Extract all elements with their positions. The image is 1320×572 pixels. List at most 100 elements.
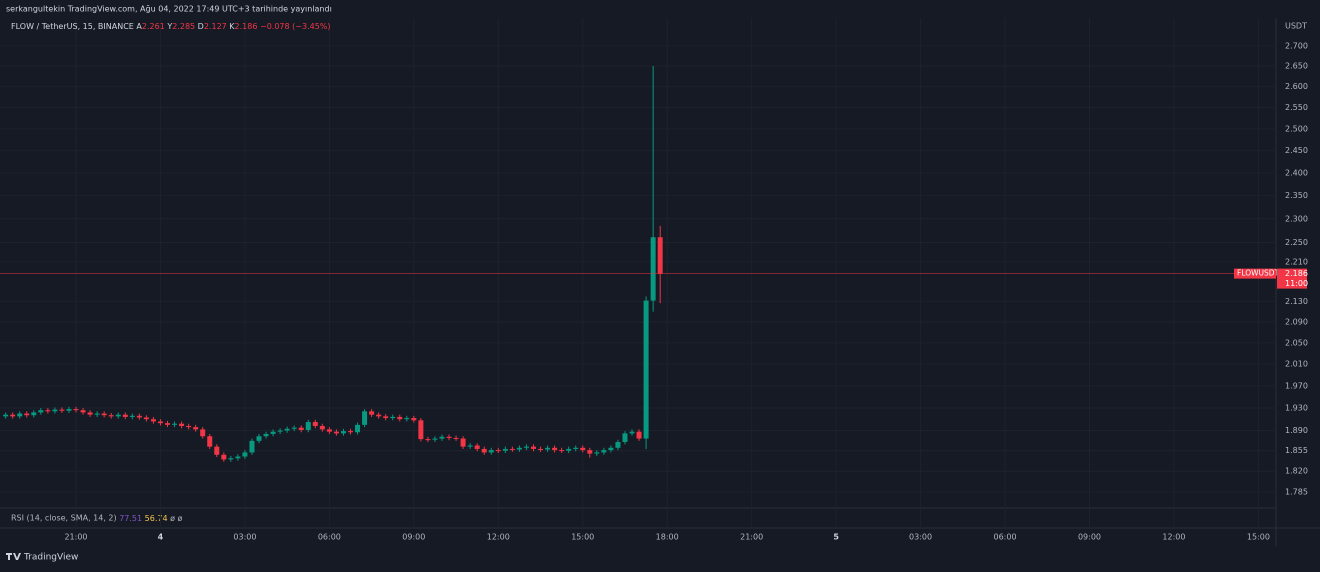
candle-body <box>587 450 593 454</box>
y-tick-label: 2.450 <box>1285 146 1308 155</box>
y-tick-label: 2.600 <box>1285 82 1308 91</box>
candle-body <box>256 436 262 441</box>
candle-body <box>143 417 149 420</box>
candle-body <box>207 436 213 447</box>
candle-body <box>552 447 558 451</box>
candle-body <box>242 452 248 457</box>
candle-body <box>629 431 635 434</box>
y-tick-label: 2.650 <box>1285 62 1308 71</box>
y-tick-label: 2.500 <box>1285 124 1308 133</box>
indicator-extra: ø <box>170 514 175 523</box>
candle-body <box>305 422 311 430</box>
candle-body <box>157 421 163 424</box>
candle-body <box>326 429 332 432</box>
candle-body <box>235 456 241 459</box>
indicator-value: 77.51 <box>119 514 142 523</box>
candle-body <box>369 411 375 415</box>
x-tick-label: 4 <box>158 533 164 542</box>
candle-body <box>545 447 551 450</box>
candle-body <box>502 448 508 451</box>
x-tick-label: 06:00 <box>318 533 341 542</box>
candle-body <box>608 447 614 451</box>
ohlc-value: 2.127 <box>204 22 227 31</box>
candle-body <box>249 440 255 453</box>
y-tick-label: 2.300 <box>1285 214 1308 223</box>
candle-body <box>270 431 276 434</box>
candle-body <box>31 412 37 416</box>
candle-body <box>383 416 389 419</box>
candle-body <box>538 448 544 450</box>
candle-body <box>73 409 79 411</box>
candle-body <box>319 425 325 430</box>
candle-body <box>263 433 269 437</box>
x-tick-label: 12:00 <box>487 533 510 542</box>
candle-body <box>10 414 16 417</box>
candle-body <box>66 409 72 411</box>
x-tick-label: 09:00 <box>1078 533 1101 542</box>
candle-body <box>594 452 600 454</box>
candle-body <box>432 438 438 440</box>
candle-body <box>397 416 403 420</box>
candle-body <box>108 415 114 417</box>
candle-body <box>390 416 396 419</box>
ohlc-letter: A <box>136 22 142 31</box>
candle-body <box>150 419 156 422</box>
candle-body <box>474 445 480 449</box>
candle-body <box>418 420 424 440</box>
candle-body <box>636 431 642 439</box>
candle-body <box>87 412 93 415</box>
ohlc-value: 2.285 <box>172 22 195 31</box>
candle-body <box>52 409 58 412</box>
candle-body <box>214 446 220 455</box>
price-tag: FLOWUSDT <box>1237 269 1280 278</box>
x-tick-label: 03:00 <box>233 533 256 542</box>
candle-body <box>622 433 628 443</box>
candle-body <box>404 418 410 420</box>
candle-body <box>228 458 234 460</box>
ohlc-letter: Y <box>166 22 172 31</box>
y-tick-label: 1.970 <box>1285 381 1308 390</box>
candle-body <box>94 413 100 415</box>
candle-body <box>523 446 529 448</box>
candle-body <box>615 442 621 448</box>
countdown: 11:00 <box>1285 279 1308 288</box>
candle-body <box>136 415 142 418</box>
y-tick-label: 1.890 <box>1285 426 1308 435</box>
symbol: FLOW / TetherUS, 15, BINANCE <box>11 22 134 31</box>
candle-body <box>467 445 473 447</box>
candle-body <box>80 410 86 413</box>
candle-body <box>516 447 522 450</box>
candle-body <box>573 447 579 449</box>
y-tick-label: 2.550 <box>1285 103 1308 112</box>
x-tick-label: 21:00 <box>64 533 87 542</box>
candle-body <box>446 436 452 438</box>
brand-logo <box>6 553 21 560</box>
y-tick-label: 1.855 <box>1285 446 1308 455</box>
currency: USDT <box>1285 22 1307 31</box>
y-tick-label: 2.130 <box>1285 297 1308 306</box>
candle-body <box>186 425 192 428</box>
candle-body <box>115 414 121 417</box>
candle-body <box>460 438 466 447</box>
x-tick-label: 15:00 <box>1247 533 1270 542</box>
x-tick-label: 5 <box>833 533 839 542</box>
candle-body <box>411 418 417 421</box>
y-tick-label: 2.350 <box>1285 191 1308 200</box>
indicator-extra: ø <box>178 514 183 523</box>
candle-body <box>650 237 656 301</box>
y-tick-label: 1.820 <box>1285 467 1308 476</box>
candle-body <box>580 447 586 451</box>
publish-info: serkangultekin TradingView.com, Ağu 04, … <box>6 5 332 14</box>
candle-body <box>509 448 515 450</box>
x-tick-label: 15:00 <box>571 533 594 542</box>
candle-body <box>200 429 206 437</box>
candle-body <box>284 428 290 431</box>
candle-body <box>481 448 487 453</box>
candle-body <box>24 413 30 416</box>
candle-body <box>298 427 304 430</box>
candle-body <box>193 427 199 430</box>
candle-body <box>122 414 128 417</box>
price-tag-bg <box>1234 268 1276 279</box>
candle-body <box>277 430 283 432</box>
